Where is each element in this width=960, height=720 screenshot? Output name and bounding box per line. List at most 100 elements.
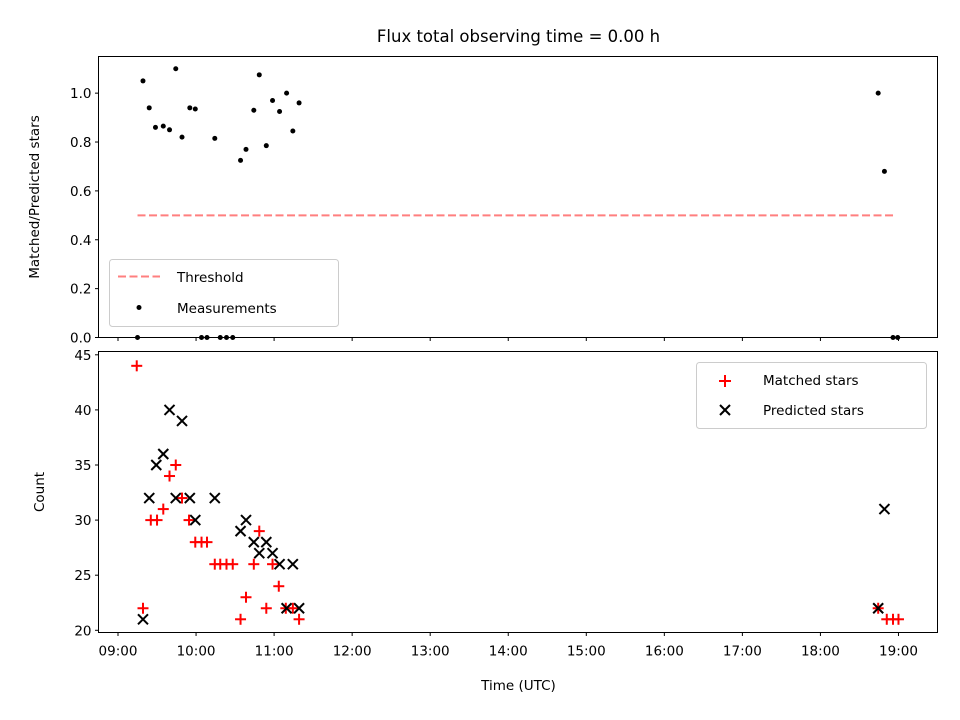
matched-star-point xyxy=(131,360,143,372)
predicted-star-point xyxy=(209,492,221,504)
bottom-y-tick-label: 35 xyxy=(74,458,91,474)
x-tick-label: 18:00 xyxy=(801,644,840,660)
measurement-point xyxy=(230,335,236,340)
measurement-point xyxy=(179,134,185,140)
matched-star-point xyxy=(260,602,272,614)
measurement-point xyxy=(243,146,249,152)
predicted-star-point xyxy=(240,514,252,526)
top-legend-measurements-swatch xyxy=(136,305,142,310)
x-tick-label: 16:00 xyxy=(645,644,684,660)
predicted-star-point xyxy=(143,492,155,504)
predicted-star-point xyxy=(137,613,149,625)
matched-star-point xyxy=(267,558,279,570)
matched-star-point xyxy=(170,459,182,471)
matched-star-point xyxy=(892,613,904,625)
matched-star-point xyxy=(137,602,149,614)
bottom-legend-matched-swatch xyxy=(719,375,731,387)
x-tick-label: 15:00 xyxy=(567,644,606,660)
top-legend: Threshold Measurements xyxy=(109,259,339,327)
x-tick-label: 09:00 xyxy=(99,644,138,660)
predicted-star-point xyxy=(266,547,279,559)
matched-star-point xyxy=(151,514,163,526)
matched-star-point xyxy=(253,525,265,537)
measurement-point xyxy=(270,97,276,103)
predicted-star-point xyxy=(280,602,293,614)
predicted-star-point xyxy=(253,547,265,559)
measurement-point xyxy=(199,335,205,340)
bottom-legend-predicted-label: Predicted stars xyxy=(763,403,864,419)
top-y-tick-label: 0.6 xyxy=(70,184,91,200)
matched-star-point xyxy=(176,492,188,504)
predicted-star-point xyxy=(878,503,891,515)
bottom-y-tick-label: 45 xyxy=(74,348,91,364)
top-plot-frame xyxy=(98,56,938,338)
measurement-point xyxy=(167,127,173,133)
measurement-point xyxy=(890,335,896,340)
measurement-point xyxy=(895,335,901,340)
chart-title: Flux total observing time = 0.00 h xyxy=(377,27,660,46)
measurement-point xyxy=(277,108,283,114)
top-axes: 0.0 0.2 0.4 0.6 0.8 1.0 Matched/Predicted sta… xyxy=(27,56,938,347)
matched-star-point xyxy=(183,514,195,526)
matched-star-point xyxy=(273,580,285,592)
predicted-star-point xyxy=(872,602,884,614)
x-tick-label: 17:00 xyxy=(723,644,762,660)
predicted-star-point xyxy=(189,514,201,526)
measurement-point xyxy=(875,90,881,96)
x-axis-label: Time (UTC) xyxy=(480,678,556,694)
matched-star-point xyxy=(227,558,239,570)
predicted-star-point xyxy=(150,459,162,471)
bottom-legend-matched-label: Matched stars xyxy=(763,373,859,389)
top-legend-measurements-label: Measurements xyxy=(177,301,277,317)
predicted-star-point xyxy=(248,536,260,548)
bottom-legend-predicted-swatch xyxy=(719,404,731,416)
measurement-point xyxy=(263,143,269,149)
predicted-star-point xyxy=(293,602,305,614)
measurement-point xyxy=(204,335,210,340)
matched-star-point xyxy=(157,503,169,515)
matched-star-point xyxy=(235,613,247,625)
measurement-point xyxy=(160,123,166,129)
measurement-point xyxy=(284,90,290,96)
x-tick-label: 14:00 xyxy=(489,644,528,660)
predicted-star-point xyxy=(176,415,188,427)
predicted-star-point xyxy=(170,492,182,504)
predicted-star-point xyxy=(260,536,273,548)
bottom-y-tick-label: 25 xyxy=(74,568,91,584)
measurement-point xyxy=(256,72,262,78)
x-tick-label: 12:00 xyxy=(333,644,372,660)
measurement-point xyxy=(290,128,296,134)
bottom-legend-box xyxy=(696,362,927,429)
predicted-star-point xyxy=(157,448,169,460)
bottom-y-axis-label: Count xyxy=(32,472,48,512)
measurement-point xyxy=(146,105,152,111)
measurement-point xyxy=(187,105,193,111)
x-tick-label: 19:00 xyxy=(879,644,918,660)
matched-star-point xyxy=(287,602,299,614)
predicted-star-point xyxy=(163,404,176,416)
bottom-axes: 20 25 30 35 40 45 09:00 10:00 11:00 12:00 13:00 14… xyxy=(32,348,938,694)
top-y-tick-label: 0.8 xyxy=(70,135,91,151)
top-y-tick-label: 0.2 xyxy=(70,282,91,298)
measurement-point xyxy=(296,100,302,106)
bottom-y-tick-label: 40 xyxy=(74,403,91,419)
top-legend-box xyxy=(109,259,339,327)
x-tick-label: 11:00 xyxy=(255,644,294,660)
top-y-axis-label: Matched/Predicted stars xyxy=(27,115,43,278)
matched-star-point xyxy=(164,470,176,482)
measurement-point xyxy=(135,335,141,340)
bottom-plot-frame xyxy=(98,351,938,633)
top-y-tick-label: 1.0 xyxy=(70,86,91,102)
measurement-point xyxy=(173,66,179,72)
bottom-y-tick-label: 20 xyxy=(74,623,91,639)
top-y-tick-label: 0.0 xyxy=(70,331,91,347)
x-tick-label: 13:00 xyxy=(411,644,450,660)
top-y-tick-label: 0.4 xyxy=(70,233,91,249)
measurement-point xyxy=(881,168,887,174)
measurement-point xyxy=(217,335,223,340)
predicted-star-point xyxy=(287,558,299,570)
matched-star-point xyxy=(248,558,260,570)
predicted-star-point xyxy=(273,558,286,570)
bottom-legend: Matched stars Predicted stars xyxy=(696,362,927,429)
